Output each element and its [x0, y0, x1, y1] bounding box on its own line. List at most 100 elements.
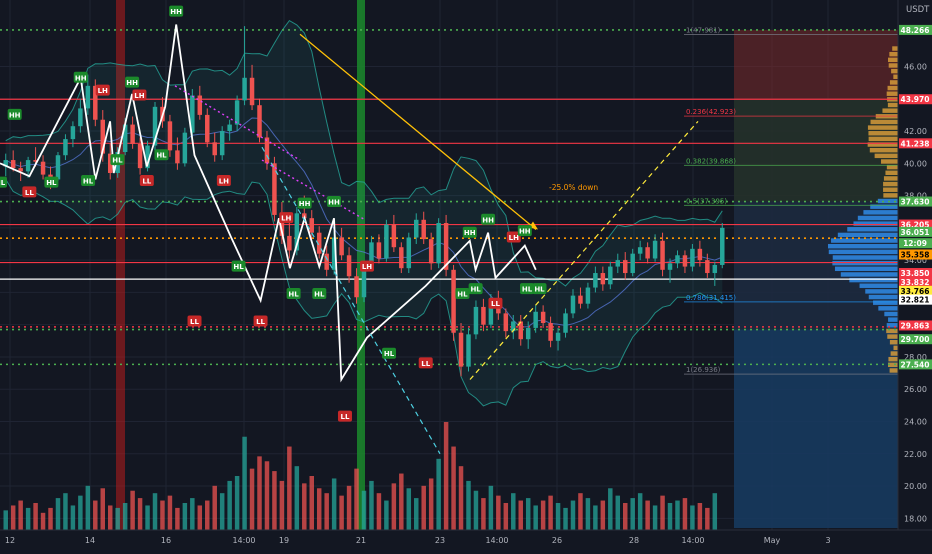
swing-label-badge [231, 260, 246, 272]
fib-level-label: 0.5(37.395) [686, 197, 727, 205]
volume-bar [570, 500, 576, 530]
volume-bar [63, 493, 68, 530]
price-badge-label: 35.358 [901, 250, 930, 259]
price-tick-label: 18.00 [904, 514, 927, 523]
candle-body [511, 321, 516, 332]
price-badge-label: 48.266 [901, 26, 930, 35]
volume-bar [160, 500, 165, 530]
profile-bar [873, 300, 898, 305]
volume-bar [190, 498, 195, 530]
volume-bar [55, 498, 61, 530]
volume-bar [637, 493, 643, 530]
profile-bar [828, 243, 898, 249]
pink-dotted-line [174, 85, 301, 161]
volume-bar [473, 490, 479, 530]
swing-label-text: HH [299, 200, 311, 208]
volume-bar [503, 503, 509, 530]
candle-body [563, 313, 568, 333]
price-badge-label: 41.238 [901, 139, 930, 148]
swing-label-text: HH [126, 79, 138, 87]
profile-bar [888, 362, 898, 368]
price-badge [899, 226, 932, 237]
volume-bar [443, 422, 449, 530]
candle-body [578, 295, 583, 304]
swing-label-badge [488, 297, 503, 309]
profile-bar [886, 328, 898, 334]
candle-body [182, 132, 188, 164]
swing-labels: HHHLLLHLHHLHHLHLHHLHLLHLHHLLLHHLLLLHHHHL… [0, 5, 547, 422]
profile-bar [887, 102, 898, 108]
candle-body [675, 255, 680, 264]
volume-bar [578, 493, 583, 530]
profile-bar [889, 340, 898, 345]
swing-label-text: HH [9, 111, 21, 119]
swing-label-badge [297, 197, 312, 209]
volume-bar [414, 498, 419, 530]
price-badge-label: 32.821 [901, 296, 930, 305]
candle-body [533, 311, 538, 328]
price-badge [899, 320, 932, 331]
fibonacci-levels: 1(47.981) 0.236(42.923) 0.382(39.868) 0.5(3… [684, 27, 898, 375]
fib-level-label: 1(26.936) [686, 366, 721, 374]
volume-bar [525, 498, 531, 530]
candle-body [287, 235, 292, 251]
swing-label-badge [81, 175, 96, 187]
candle-body [93, 85, 98, 120]
profile-bar [884, 311, 898, 317]
price-badge-label: 33.832 [901, 278, 930, 287]
candle-body [608, 266, 613, 285]
candle-body [399, 247, 404, 269]
time-tick-label: 12 [5, 536, 15, 545]
candle-body [145, 145, 150, 169]
profile-bar [885, 170, 898, 176]
volume-bar [600, 500, 606, 530]
swing-label-badge [312, 288, 327, 300]
volume-bar [652, 505, 658, 530]
profile-bar [887, 85, 898, 91]
profile-bar [881, 159, 898, 164]
time-tick-label: 26 [552, 536, 562, 545]
price-badge-label: 29.863 [901, 321, 930, 330]
profile-bar [888, 63, 898, 68]
volume-bar [279, 480, 285, 530]
profile-bar [859, 283, 898, 288]
candle-body [234, 100, 240, 125]
swing-label-badge [132, 89, 147, 101]
volume-bar [481, 498, 486, 530]
volume-bar [361, 490, 367, 530]
candle-body [18, 168, 23, 172]
candle-body [376, 242, 382, 259]
price-badge [899, 294, 932, 305]
candle-body [324, 253, 329, 270]
profile-bar [867, 142, 898, 147]
candle-body [451, 269, 456, 333]
price-badge [899, 196, 932, 207]
volume-bar [682, 498, 688, 530]
profile-bar [888, 356, 898, 362]
price-badge [899, 359, 932, 370]
fib-level-label: 0.786(31.415) [686, 294, 736, 302]
candle-body [316, 232, 322, 254]
profile-zone-lower [734, 329, 898, 528]
volume-bar [302, 483, 307, 530]
price-badge [899, 276, 932, 287]
swing-label-text: LL [421, 360, 430, 368]
swing-label-badge [253, 315, 268, 327]
candle-body [443, 223, 449, 270]
volume-bar [660, 495, 665, 530]
volume-bar [40, 512, 46, 530]
time-tick-label: 28 [629, 536, 639, 545]
fib-level-label: 0.382(39.868) [686, 157, 736, 165]
profile-bar [870, 119, 898, 125]
profile-bar [886, 164, 898, 170]
volume-bar [533, 505, 538, 530]
swing-label-badge [462, 226, 477, 238]
swing-label-badge [22, 186, 37, 198]
candle-body [697, 248, 703, 261]
candle-body [466, 334, 471, 367]
swing-label-text: HL [46, 179, 57, 187]
volume-bar [249, 468, 255, 530]
swing-label-text: HL [457, 291, 468, 299]
candle-body [10, 160, 16, 169]
